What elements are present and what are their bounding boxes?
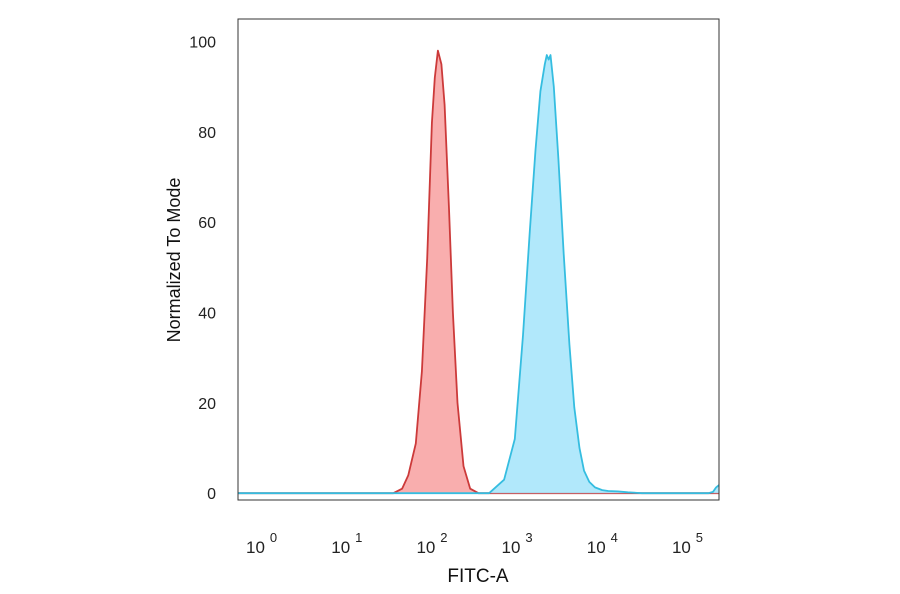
plot-frame (237, 18, 720, 501)
x-tick-exponent: 0 (270, 530, 277, 545)
y-tick-label: 60 (198, 215, 216, 232)
y-tick-label: 20 (198, 396, 216, 413)
series-2-line (238, 54, 720, 495)
x-tick-label: 10 (416, 538, 435, 557)
series-layer (238, 49, 720, 495)
y-tick-label: 0 (207, 486, 216, 503)
y-tick-label: 40 (198, 306, 216, 323)
x-tick-label: 10 (246, 538, 265, 557)
x-tick-exponent: 1 (355, 530, 362, 545)
x-tick-exponent: 2 (440, 530, 447, 545)
y-axis-title: Normalized To Mode (164, 178, 184, 343)
x-tick-exponent: 5 (696, 530, 703, 545)
series-1-line (238, 49, 719, 495)
series-2-area (238, 55, 719, 494)
x-tick-exponent: 3 (525, 530, 532, 545)
series-1-area (238, 50, 719, 494)
y-tick-label: 80 (198, 125, 216, 142)
x-tick-label: 10 (502, 538, 521, 557)
x-tick-label: 10 (331, 538, 350, 557)
x-tick-label: 10 (587, 538, 606, 557)
y-tick-labels: 0 20 40 60 80 100 (189, 35, 216, 504)
x-tick-labels: 10 0 10 1 10 2 10 3 10 4 10 5 (246, 530, 703, 557)
x-tick-exponent: 4 (611, 530, 618, 545)
x-tick-label: 10 (672, 538, 691, 557)
y-tick-label: 100 (189, 35, 216, 52)
x-axis-title: FITC-A (447, 566, 509, 587)
